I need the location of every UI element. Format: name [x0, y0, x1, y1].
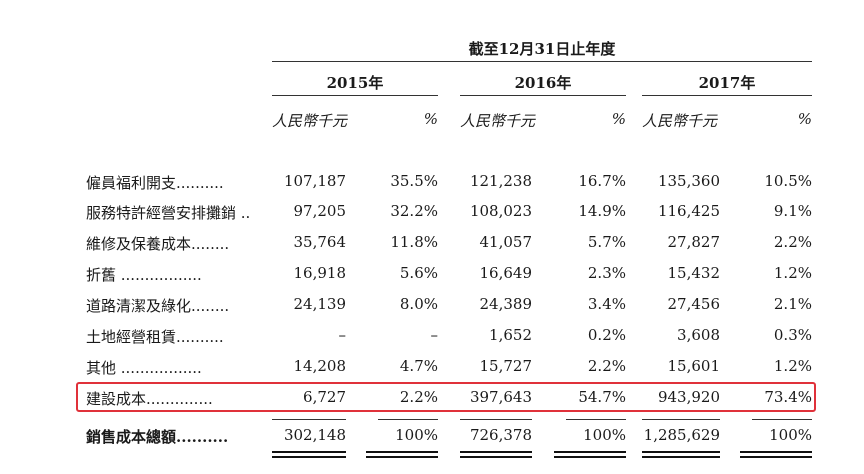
double-rule-2015-pct-a	[366, 451, 438, 453]
year-2017: 2017年	[698, 74, 756, 92]
percent-2015: –	[430, 326, 439, 344]
subtotal-rule-2015-pct	[378, 419, 438, 420]
year-2016: 2016年	[514, 74, 572, 92]
percent-2015: 35.5%	[390, 172, 438, 190]
value-2015: 107,187	[283, 172, 346, 190]
value-2015: 6,727	[303, 388, 346, 406]
row-label: 建設成本..............	[86, 390, 213, 408]
percent-2017: 2.2%	[773, 233, 812, 251]
value-2016: 108,023	[469, 202, 532, 220]
value-2016: 397,643	[469, 388, 532, 406]
percent-2017: 1.2%	[773, 357, 812, 375]
total-value-2017: 1,285,629	[643, 426, 720, 444]
value-2015: 16,918	[293, 264, 347, 282]
percent-2017: 10.5%	[764, 172, 812, 190]
pct-2016: %	[611, 110, 626, 128]
total-percent-2016: 100%	[583, 426, 626, 444]
double-rule-2017-pct-b	[740, 456, 812, 458]
percent-2017: 9.1%	[773, 202, 812, 220]
percent-2016: 16.7%	[578, 172, 626, 190]
percent-2016: 14.9%	[578, 202, 626, 220]
year-2015: 2015年	[326, 74, 384, 92]
value-2017: 15,601	[667, 357, 721, 375]
percent-2016: 3.4%	[587, 295, 626, 313]
row-label: 土地經營租賃..........	[86, 328, 224, 346]
percent-2017: 2.1%	[773, 295, 812, 313]
value-2016: 1,652	[489, 326, 532, 344]
unit-2015: 人民幣千元	[272, 112, 348, 130]
value-2017: 15,432	[667, 264, 721, 282]
value-2017: 27,827	[667, 233, 721, 251]
double-rule-2017-value-a	[642, 451, 720, 453]
double-rule-2016-value-b	[460, 456, 532, 458]
double-rule-2017-value-b	[642, 456, 720, 458]
value-2016: 16,649	[479, 264, 533, 282]
total-value-2016: 726,378	[469, 426, 532, 444]
subtotal-rule-2016-pct	[566, 419, 626, 420]
value-2015: 35,764	[293, 233, 347, 251]
value-2015: 97,205	[293, 202, 347, 220]
highlight-box	[76, 382, 816, 412]
percent-2015: 11.8%	[390, 233, 438, 251]
percent-2016: 2.3%	[587, 264, 626, 282]
double-rule-2017-pct-a	[740, 451, 812, 453]
percent-2015: 5.6%	[399, 264, 438, 282]
row-label: 維修及保養成本........	[86, 235, 230, 253]
total-percent-2015: 100%	[395, 426, 438, 444]
percent-2017: 0.3%	[773, 326, 812, 344]
value-2015: 14,208	[293, 357, 347, 375]
subtotal-rule-2017-pct	[752, 419, 812, 420]
unit-2017: 人民幣千元	[642, 112, 718, 130]
row-label: 折舊 .................	[86, 266, 202, 284]
row-label: 道路清潔及綠化........	[86, 297, 230, 315]
value-2015: –	[338, 326, 347, 344]
value-2017: 116,425	[657, 202, 720, 220]
value-2017: 27,456	[667, 295, 721, 313]
value-2016: 24,389	[479, 295, 533, 313]
percent-2017: 73.4%	[764, 388, 812, 406]
period-rule	[272, 61, 812, 62]
double-rule-2016-pct-a	[554, 451, 626, 453]
double-rule-2015-pct-b	[366, 456, 438, 458]
row-label: 服務特許經營安排攤銷 ..	[86, 204, 251, 222]
double-rule-2016-value-a	[460, 451, 532, 453]
value-2016: 121,238	[469, 172, 532, 190]
subtotal-rule-2015-value	[272, 419, 346, 420]
row-label: 其他 .................	[86, 359, 202, 377]
year-rule-2017	[642, 95, 812, 96]
subtotal-rule-2016-value	[460, 419, 532, 420]
value-2017: 135,360	[657, 172, 720, 190]
percent-2016: 54.7%	[578, 388, 626, 406]
percent-2015: 2.2%	[399, 388, 438, 406]
double-rule-2015-value-b	[272, 456, 346, 458]
total-percent-2017: 100%	[769, 426, 812, 444]
row-label: 僱員福利開支..........	[86, 174, 224, 192]
percent-2015: 4.7%	[399, 357, 438, 375]
pct-2017: %	[797, 110, 812, 128]
double-rule-2016-pct-b	[554, 456, 626, 458]
value-2016: 15,727	[479, 357, 533, 375]
percent-2016: 0.2%	[587, 326, 626, 344]
percent-2015: 32.2%	[390, 202, 438, 220]
year-rule-2016	[460, 95, 626, 96]
percent-2016: 2.2%	[587, 357, 626, 375]
value-2017: 943,920	[657, 388, 720, 406]
unit-2016: 人民幣千元	[460, 112, 536, 130]
total-label: 銷售成本總額..........	[86, 428, 229, 446]
total-value-2015: 302,148	[283, 426, 346, 444]
year-rule-2015	[272, 95, 438, 96]
value-2017: 3,608	[677, 326, 720, 344]
pct-2015: %	[423, 110, 438, 128]
percent-2015: 8.0%	[399, 295, 438, 313]
double-rule-2015-value-a	[272, 451, 346, 453]
subtotal-rule-2017-value	[642, 419, 720, 420]
percent-2017: 1.2%	[773, 264, 812, 282]
value-2016: 41,057	[479, 233, 533, 251]
percent-2016: 5.7%	[587, 233, 626, 251]
period-heading: 截至12月31日止年度	[468, 40, 616, 58]
value-2015: 24,139	[293, 295, 347, 313]
